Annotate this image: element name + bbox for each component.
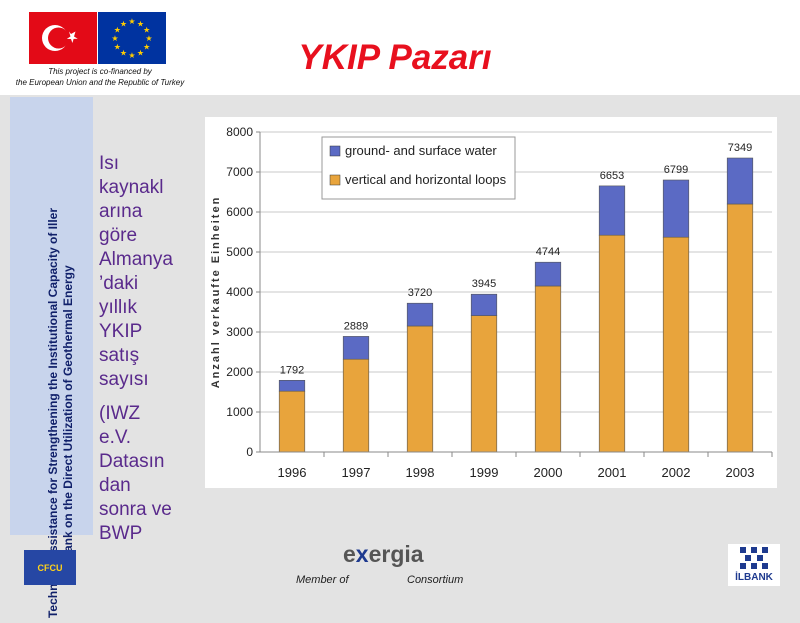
chart-svg: 0 1000 2000 3000 4000 5000 6000 7000 8000 1792 199… <box>210 125 773 480</box>
cofinance-line-2: the European Union and the Republic of T… <box>15 78 185 87</box>
bar-loops <box>342 358 370 453</box>
eu-star-icon: ★ <box>143 26 150 35</box>
eu-star-icon: ★ <box>120 19 127 28</box>
x-tick-label: 2000 <box>534 465 563 480</box>
bar-loops <box>278 390 306 453</box>
bar-loops <box>598 234 626 453</box>
ilbank-logo-text: İLBANK <box>735 572 773 583</box>
cfcu-logo-icon: CFCU <box>24 550 76 585</box>
eu-star-icon: ★ <box>128 17 135 26</box>
bar-loops <box>406 325 434 453</box>
bar-ground-water <box>342 336 370 360</box>
legend-swatch-loops <box>329 174 341 186</box>
bar-total-label: 2889 <box>344 320 368 332</box>
x-tick-label: 2001 <box>598 465 627 480</box>
description-text: Isı kaynakl arına göre Almanya ’daki yıl… <box>99 153 173 390</box>
y-axis-label: Anzahl verkaufte Einheiten <box>210 196 222 389</box>
slide-description: Isı kaynakl arına göre Almanya ’daki yıl… <box>99 152 194 556</box>
y-tick-label: 8000 <box>226 125 253 139</box>
eu-star-icon: ★ <box>143 43 150 52</box>
bar-ground-water <box>726 157 754 205</box>
bar-ground-water <box>470 293 498 316</box>
bar-total-label: 6799 <box>664 164 688 176</box>
x-tick-label: 2002 <box>662 465 691 480</box>
consortium-label: Consortium <box>407 574 464 586</box>
y-tick-label: 2000 <box>226 365 253 379</box>
project-sidebar: Technical Assistance for Strengthening t… <box>10 97 93 618</box>
x-tick-label: 1998 <box>406 465 435 480</box>
bar-total-label: 3945 <box>472 278 496 290</box>
eu-star-icon: ★ <box>137 19 144 28</box>
eu-star-icon: ★ <box>114 26 121 35</box>
sales-chart: 0 1000 2000 3000 4000 5000 6000 7000 8000 1792 199… <box>205 117 777 488</box>
eu-star-icon: ★ <box>128 51 135 60</box>
eu-star-icon: ★ <box>114 43 121 52</box>
x-tick-label: 1996 <box>278 465 307 480</box>
bar-total-label: 6653 <box>600 170 624 182</box>
x-tick-label: 1999 <box>470 465 499 480</box>
description-source: (IWZ e.V. Datasın dan sonra ve BWP <box>99 403 172 544</box>
exergia-logo-x: x <box>355 541 369 567</box>
ilbank-logo-icon: İLBANK <box>728 544 780 586</box>
legend-label-loops: vertical and horizontal loops <box>345 172 507 187</box>
eu-star-icon: ★ <box>145 34 152 43</box>
eu-flag-icon: ★ ★ ★ ★ ★ ★ ★ ★ ★ ★ ★ ★ <box>98 12 166 64</box>
bar-ground-water <box>534 261 562 287</box>
y-tick-label: 0 <box>246 445 253 459</box>
chart-legend: ground- and surface water vertical and h… <box>321 136 516 200</box>
eu-star-icon: ★ <box>137 49 144 58</box>
legend-box <box>321 136 516 200</box>
bar-total-label: 7349 <box>728 142 752 154</box>
bar-loops <box>662 236 690 453</box>
y-tick-label: 3000 <box>226 325 253 339</box>
bar-loops <box>534 285 562 453</box>
bar-total-label: 3720 <box>408 287 432 299</box>
x-tick-label: 2003 <box>726 465 755 480</box>
y-tick-label: 6000 <box>226 205 253 219</box>
cofinance-line-1: This project is co-financed by <box>48 67 152 76</box>
y-tick-label: 5000 <box>226 245 253 259</box>
y-tick-label: 4000 <box>226 285 253 299</box>
exergia-logo-rest: ergia <box>368 541 424 567</box>
y-tick-label: 1000 <box>226 405 253 419</box>
bar-total-label: 1792 <box>280 364 304 376</box>
bar-ground-water <box>598 185 626 236</box>
y-tick-label: 7000 <box>226 165 253 179</box>
bar-ground-water <box>406 302 434 327</box>
legend-swatch-ground-water <box>329 145 341 157</box>
turkey-flag-icon <box>29 12 97 64</box>
slide-title: YKIP Pazarı <box>298 38 492 77</box>
bar-ground-water <box>662 179 690 238</box>
eu-star-icon: ★ <box>111 34 118 43</box>
exergia-logo-icon: exergia <box>343 541 424 568</box>
bar-loops <box>470 315 498 453</box>
member-of-label: Member of <box>296 574 349 586</box>
bar-loops <box>726 203 754 453</box>
cofinance-note: This project is co-financed by the Europ… <box>0 66 200 88</box>
x-tick-label: 1997 <box>342 465 371 480</box>
eu-star-icon: ★ <box>120 49 127 58</box>
exergia-logo-e: e <box>343 541 356 567</box>
bar-total-label: 4744 <box>536 246 560 258</box>
legend-label-ground-water: ground- and surface water <box>345 143 497 158</box>
bar-ground-water <box>278 379 306 392</box>
